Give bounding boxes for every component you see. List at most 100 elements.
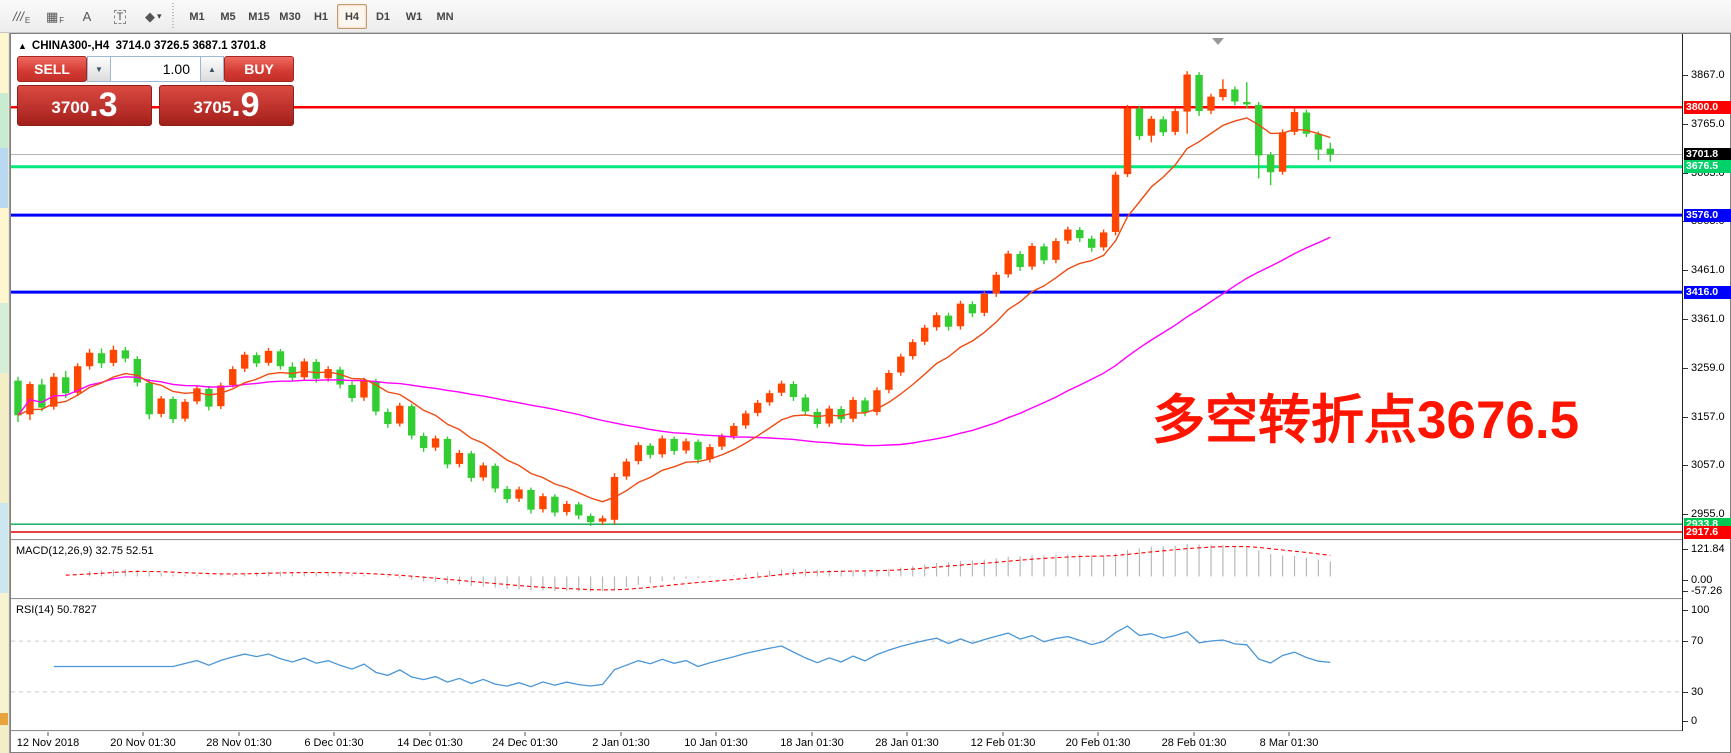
price-tick-label: 3057.0	[1691, 458, 1725, 471]
panel-edge-stripe	[0, 725, 8, 753]
rsi-indicator-label: RSI(14) 50.7827	[16, 604, 97, 616]
chart-title: ▲ CHINA300-,H4 3714.0 3726.5 3687.1 3701.…	[18, 40, 266, 52]
timeframe-button-M15[interactable]: M15	[248, 10, 270, 23]
panel-edge-stripe	[0, 713, 8, 725]
time-axis-separator	[11, 730, 1682, 732]
macd-tick-mark	[1683, 591, 1688, 592]
time-label: 2 Jan 01:30	[592, 737, 650, 749]
price-badge-3676.5: 3676.5	[1684, 160, 1731, 174]
time-label: 18 Jan 01:30	[780, 737, 844, 749]
macd-axis-label: 121.84	[1691, 543, 1725, 555]
price-tick-mark	[1683, 367, 1688, 369]
volume-up-button[interactable]: ▲	[200, 56, 224, 82]
time-label: 28 Jan 01:30	[875, 737, 939, 749]
symbol-period-label: CHINA300-,H4	[31, 40, 110, 52]
rsi-line	[53, 625, 1331, 688]
ohlc-values: 3714.0 3726.5 3687.1 3701.8	[115, 40, 266, 52]
rsi-axis-label: 0	[1691, 715, 1698, 727]
text-label-tool-icon[interactable]: A	[82, 9, 92, 24]
time-label: 24 Dec 01:30	[492, 737, 558, 749]
horizontal-level-lines	[11, 106, 1682, 533]
price-tick-label: 3157.0	[1691, 410, 1725, 423]
price-tick-mark	[1683, 124, 1688, 126]
timeframe-button-M1[interactable]: M1	[189, 10, 205, 23]
fibo-grid-tool-icon[interactable]: ▦ F	[46, 8, 65, 26]
sell-price-display[interactable]: 3700.3	[17, 85, 152, 126]
trade-panel-row2: 3700.3 3705.9	[17, 85, 294, 126]
rsi-tick-mark	[1683, 692, 1688, 693]
price-tick-mark	[1683, 464, 1688, 466]
price-tick-mark	[1683, 318, 1688, 320]
volume-down-button[interactable]: ▼	[87, 56, 111, 82]
panel-edge-stripe	[0, 93, 8, 148]
volume-input[interactable]	[111, 56, 200, 82]
price-tick-label: 3867.0	[1691, 69, 1725, 81]
sell-price-main: 3700	[51, 98, 90, 117]
time-label: 8 Mar 01:30	[1259, 737, 1319, 749]
buy-price-display[interactable]: 3705.9	[159, 85, 294, 126]
macd-panel-separator[interactable]	[11, 539, 1682, 541]
volume-spinner: ▼ ▲	[87, 56, 224, 82]
price-badge-2917.6: 2917.6	[1684, 525, 1731, 539]
one-click-trading-panel: SELL ▼ ▲ BUY 3700.3 3705.9	[17, 56, 294, 126]
price-tick-mark	[1683, 221, 1688, 223]
panel-edge-stripe	[0, 33, 8, 93]
chart-shift-marker-icon[interactable]	[1212, 38, 1224, 45]
time-label: 14 Dec 01:30	[397, 737, 463, 749]
panel-edge-stripe	[0, 148, 8, 208]
time-label: 20 Nov 01:30	[110, 737, 176, 749]
panel-edge-stripe	[0, 373, 8, 503]
price-badge-3416.0: 3416.0	[1684, 285, 1731, 299]
price-tick-label: 3461.0	[1691, 264, 1725, 277]
price-axis-border	[1682, 34, 1683, 731]
macd-axis-label: -57.26	[1691, 585, 1723, 597]
rsi-axis-label: 70	[1691, 635, 1704, 647]
price-tick-mark	[1683, 270, 1688, 272]
timeframe-button-W1[interactable]: W1	[405, 10, 423, 23]
docked-panel-edge	[0, 33, 10, 753]
price-badge-3576.0: 3576.0	[1684, 208, 1731, 222]
price-tick-label: 3765.0	[1691, 118, 1725, 131]
macd-tick-mark	[1683, 580, 1688, 581]
timeframe-button-H4[interactable]: H4	[337, 4, 367, 29]
chart-window[interactable]	[10, 33, 1731, 753]
price-tick-mark	[1683, 416, 1688, 418]
macd-axis-label: 0.00	[1691, 574, 1713, 586]
panel-edge-stripe	[0, 208, 8, 303]
rsi-tick-mark	[1683, 610, 1688, 611]
chart-text-annotation: 多空转折点3676.5	[1152, 391, 1580, 450]
timeframe-button-H1[interactable]: H1	[313, 10, 329, 23]
top-toolbar: ///E ▦ F A T ◆ ▾ M1 M5 M15 M30 H1 H4 D1 W1 MN	[0, 0, 1731, 33]
rsi-axis-label: 100	[1691, 604, 1710, 616]
timeframe-button-D1[interactable]: D1	[375, 10, 391, 23]
macd-tick-mark	[1683, 549, 1688, 550]
channel-tool-icon[interactable]: ///E	[13, 9, 31, 25]
collapse-marker-icon[interactable]: ▲	[18, 41, 27, 51]
macd-histogram	[88, 543, 1331, 592]
sell-button[interactable]: SELL	[17, 56, 87, 82]
time-label: 28 Nov 01:30	[206, 737, 272, 749]
time-label: 28 Feb 01:30	[1161, 737, 1227, 749]
price-tick-mark	[1683, 75, 1688, 76]
rsi-panel-separator[interactable]	[11, 598, 1682, 600]
price-tick-label: 3259.0	[1691, 361, 1725, 374]
timeframe-button-MN[interactable]: MN	[436, 10, 454, 23]
time-label: 20 Feb 01:30	[1065, 737, 1131, 749]
buy-button[interactable]: BUY	[224, 56, 294, 82]
timeframe-button-M30[interactable]: M30	[279, 10, 301, 23]
rsi-tick-mark	[1683, 721, 1688, 722]
price-badge-3800.0: 3800.0	[1684, 100, 1731, 114]
timeframe-button-M5[interactable]: M5	[220, 10, 236, 23]
sell-price-frac: .3	[89, 86, 118, 124]
rsi-tick-mark	[1683, 641, 1688, 642]
buy-price-frac: .9	[231, 86, 260, 124]
arrows-tool-icon[interactable]: ◆ ▾	[145, 8, 162, 24]
price-tick-label: 3361.0	[1691, 312, 1725, 325]
buy-price-main: 3705	[193, 98, 232, 117]
time-label: 6 Dec 01:30	[304, 737, 364, 749]
text-box-tool-icon[interactable]: T	[107, 4, 133, 29]
trade-panel-row1: SELL ▼ ▲ BUY	[17, 56, 294, 82]
price-tick-mark	[1683, 173, 1688, 175]
rsi-axis-label: 30	[1691, 686, 1704, 698]
